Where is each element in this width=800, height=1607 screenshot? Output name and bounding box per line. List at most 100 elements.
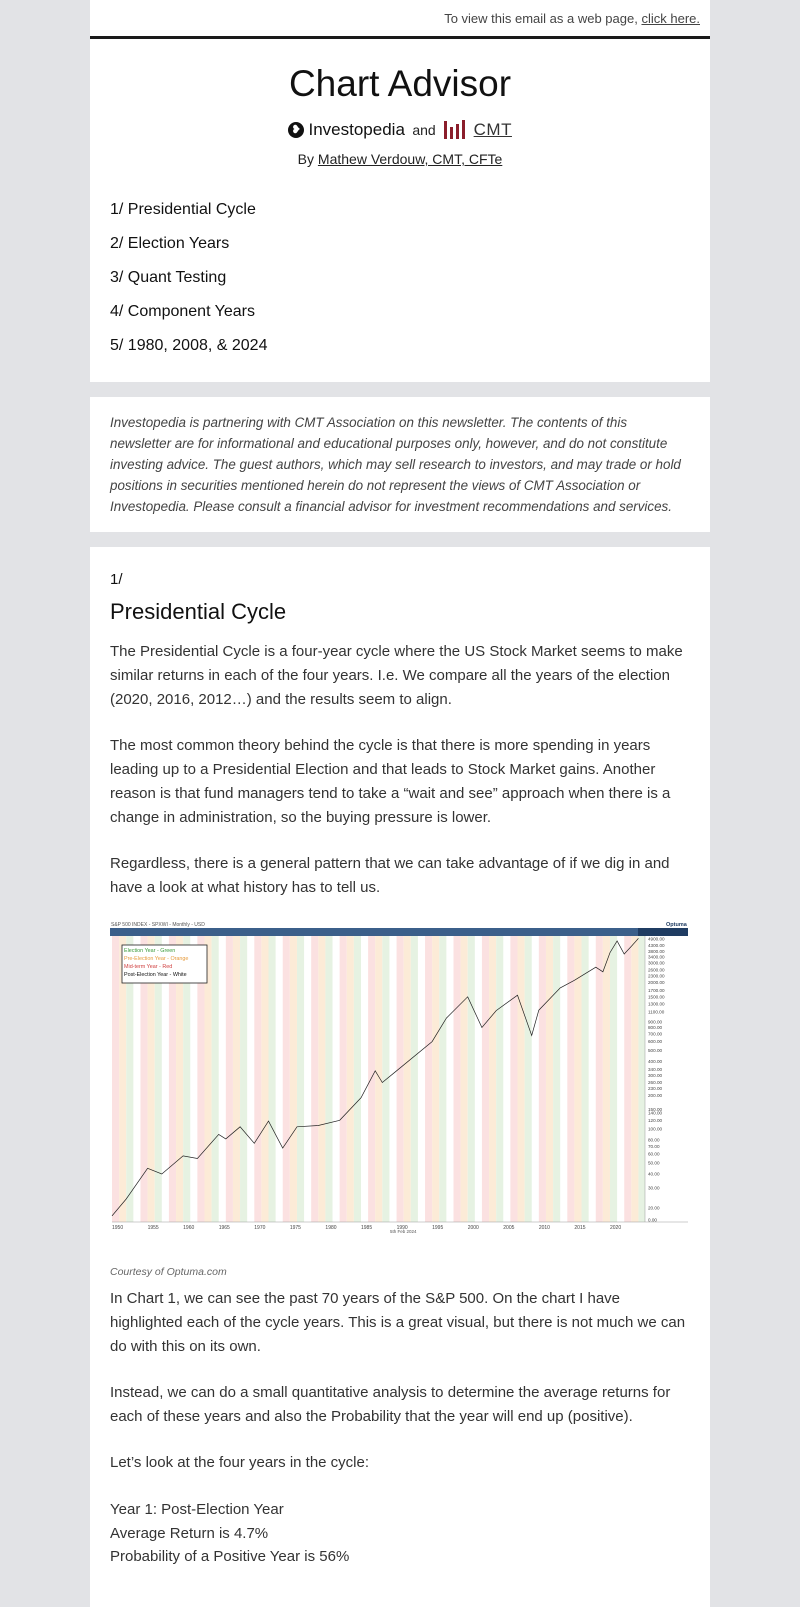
chart-x-axis: 1950 1955 1960 1965 1970 1975 1980 1985 1990 1995… xyxy=(112,1221,688,1231)
cycle-band xyxy=(581,936,589,1222)
toc-item: 5/ 1980, 2008, & 2024 xyxy=(110,337,268,354)
y-tick-label: 300.00 xyxy=(648,1073,662,1078)
chart-legend xyxy=(121,944,208,984)
y-tick-label: 3000.00 xyxy=(648,960,665,965)
paragraph: Instead, we can do a small quantitative … xyxy=(110,1384,671,1425)
legend-entry: Post-Election Year - White xyxy=(124,972,187,978)
legend-entry: Election Year - Green xyxy=(124,948,175,954)
y-tick-label: 150.00 xyxy=(648,1107,662,1112)
y-tick-label: 100.00 xyxy=(648,1127,662,1132)
cycle-band xyxy=(574,936,582,1222)
cycle-band xyxy=(553,936,561,1222)
y-tick-label: 1700.00 xyxy=(648,988,665,993)
cycle-band xyxy=(318,936,326,1222)
y-tick-label: 600.00 xyxy=(648,1039,662,1044)
author-link[interactable]: Mathew Verdouw, CMT, CFTe xyxy=(317,151,503,167)
chart-legend-items: Election Year - Green Pre-Election Year -… xyxy=(124,948,188,978)
byline: By Mathew Verdouw, CMT, CFTe xyxy=(90,151,710,167)
cycle-band xyxy=(368,936,376,1222)
y-tick-label: 40.00 xyxy=(648,1172,660,1177)
cycle-band xyxy=(510,936,518,1222)
cycle-band xyxy=(112,936,120,1222)
cycle-band xyxy=(595,936,603,1222)
cycle-band xyxy=(147,936,155,1222)
y-tick-label: 230.00 xyxy=(648,1086,662,1091)
table-of-contents: 1/ Presidential Cycle 2/ Election Years … xyxy=(110,197,267,367)
chart-series xyxy=(111,938,639,1217)
y-tick-label: 4900.00 xyxy=(648,936,665,941)
x-tick-label: 2015 xyxy=(574,1225,585,1231)
cycle-band xyxy=(289,936,297,1222)
cycle-band xyxy=(176,936,184,1222)
y-tick-label: 700.00 xyxy=(648,1032,662,1037)
x-tick-label: 1985 xyxy=(361,1225,372,1231)
cycle-band xyxy=(211,936,219,1222)
cycle-band xyxy=(154,936,162,1222)
y-tick-label: 140.00 xyxy=(648,1110,662,1115)
paragraph: The most common theory behind the cycle … xyxy=(110,737,671,826)
cycle-band xyxy=(481,936,490,1222)
partner-logos: ❥ Investopedia and CMT xyxy=(90,119,710,143)
toc-item: 4/ Component Years xyxy=(110,303,255,320)
x-tick-label: 1975 xyxy=(290,1225,301,1231)
cycle-band xyxy=(609,936,618,1222)
cycle-band xyxy=(204,936,212,1222)
cycle-band xyxy=(183,936,191,1222)
cycle-band xyxy=(396,936,404,1222)
cycle-band xyxy=(496,936,504,1222)
chart-title: S&P 500 INDEX - SPXWI - Monthly - USD xyxy=(111,922,205,928)
cycle-band xyxy=(325,936,333,1222)
x-tick-label: 1955 xyxy=(148,1225,159,1231)
y-tick-label: 2600.00 xyxy=(648,967,665,972)
cycle-band xyxy=(168,936,177,1222)
y-tick-label: 4300.00 xyxy=(648,943,665,948)
cycle-band xyxy=(353,936,361,1222)
cycle-band xyxy=(346,936,354,1222)
paragraph: Let’s look at the four years in the cycl… xyxy=(110,1454,370,1471)
year1-average-return: Average Return is 4.7% xyxy=(110,1525,269,1542)
legend-entry: Mid-term Year - Red xyxy=(124,964,172,970)
view-as-webpage-bar: To view this email as a web page, click … xyxy=(90,0,710,36)
y-tick-label: 20.00 xyxy=(648,1205,660,1210)
paragraph: The Presidential Cycle is a four-year cy… xyxy=(110,643,683,708)
x-tick-label: 2005 xyxy=(503,1225,514,1231)
disclaimer-text: Investopedia is partnering with CMT Asso… xyxy=(110,415,681,514)
cycle-band xyxy=(375,936,383,1222)
cycle-band xyxy=(197,936,205,1222)
y-tick-label: 3400.00 xyxy=(648,954,665,959)
chart-date-label: 5th Feb 2024 xyxy=(390,1229,417,1234)
view-as-webpage-text: To view this email as a web page, xyxy=(444,11,642,26)
legend-entry: Pre-Election Year - Orange xyxy=(124,956,188,962)
section-heading: Presidential Cycle xyxy=(110,599,287,624)
cycle-band xyxy=(631,936,639,1222)
cycle-year-bands xyxy=(112,936,646,1222)
cycle-band xyxy=(453,936,461,1222)
byline-prefix: By xyxy=(297,151,318,167)
y-axis-panel xyxy=(645,936,688,1222)
section-number: 1/ xyxy=(110,571,123,588)
cycle-band xyxy=(624,936,632,1222)
cycle-band xyxy=(439,936,447,1222)
cycle-band xyxy=(311,936,319,1222)
investopedia-logo-icon: ❥ xyxy=(288,122,305,138)
x-tick-label: 1980 xyxy=(325,1225,336,1231)
y-tick-label: 50.00 xyxy=(648,1161,660,1166)
logos-and-text: and xyxy=(412,122,436,138)
y-tick-label: 260.00 xyxy=(648,1080,662,1085)
cycle-band xyxy=(268,936,276,1222)
y-tick-label: 200.00 xyxy=(648,1093,662,1098)
x-tick-label: 1995 xyxy=(432,1225,443,1231)
section-presidential-cycle: 1/ Presidential Cycle The Presidential C… xyxy=(90,547,710,1607)
y-tick-label: 500.00 xyxy=(648,1048,662,1053)
y-tick-label: 1100.00 xyxy=(648,1009,665,1014)
y-tick-label: 0.00 xyxy=(648,1218,657,1223)
cmt-logo-icon xyxy=(444,120,466,139)
cycle-band xyxy=(489,936,497,1222)
cycle-band xyxy=(261,936,269,1222)
paragraph: In Chart 1, we can see the past 70 years… xyxy=(110,1290,686,1355)
cycle-band xyxy=(567,936,575,1222)
view-webpage-link[interactable]: click here. xyxy=(641,11,700,26)
x-tick-label: 2020 xyxy=(610,1225,621,1231)
x-tick-label: 1965 xyxy=(219,1225,230,1231)
